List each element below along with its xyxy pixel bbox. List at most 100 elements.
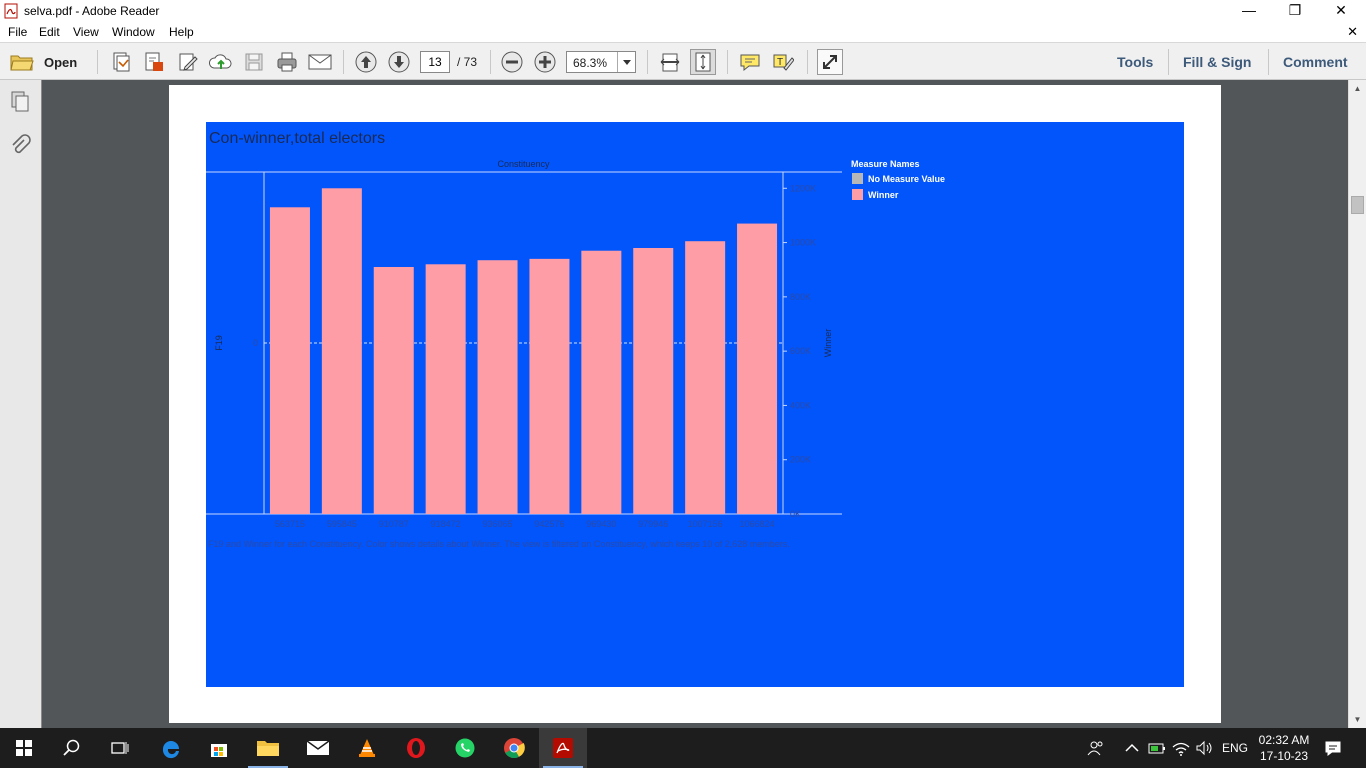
scroll-up-icon[interactable]: ▲	[1353, 84, 1362, 93]
file-explorer-icon[interactable]	[244, 728, 292, 768]
attachments-icon[interactable]	[9, 134, 31, 156]
zoom-out-icon[interactable]	[499, 49, 525, 75]
store-icon[interactable]	[195, 728, 243, 768]
legend-swatch	[852, 189, 863, 200]
vlc-player-icon[interactable]	[343, 728, 391, 768]
clock-time: 02:32 AM	[1258, 733, 1310, 747]
bar-1066824	[737, 223, 778, 515]
task-view-icon[interactable]	[96, 728, 144, 768]
close-window-button[interactable]: ✕	[1335, 2, 1347, 18]
legend-label: Winner	[868, 190, 899, 200]
wifi-icon[interactable]	[1171, 738, 1191, 758]
x-tick-label: 969430	[586, 519, 616, 529]
email-icon[interactable]	[307, 49, 333, 75]
vertical-scrollbar[interactable]: ▲ ▼	[1348, 80, 1366, 728]
windows-start-icon[interactable]	[0, 728, 48, 768]
right-tick-label: 600K	[790, 346, 811, 356]
chevron-up-icon[interactable]	[1122, 738, 1142, 758]
bar-910787	[373, 267, 414, 514]
close-document-button[interactable]: ✕	[1347, 24, 1358, 39]
chevron-down-icon[interactable]	[617, 52, 635, 72]
pdf-page: Con-winner,total electors Constituency F1…	[169, 85, 1221, 723]
whatsapp-icon[interactable]	[441, 728, 489, 768]
menu-help[interactable]: Help	[169, 25, 194, 39]
left-tick-label: 0	[253, 338, 258, 348]
legend-item: No Measure Value	[852, 173, 945, 184]
zoom-select[interactable]: 68.3%	[566, 51, 636, 73]
title-bar: selva.pdf - Adobe Reader — ❐ ✕	[0, 0, 1366, 22]
navigation-pane	[0, 80, 42, 728]
volume-icon[interactable]	[1194, 738, 1214, 758]
fit-width-icon[interactable]	[657, 49, 683, 75]
print-icon[interactable]	[274, 49, 300, 75]
right-tick-label: 800K	[790, 292, 811, 302]
zoom-in-icon[interactable]	[532, 49, 558, 75]
menu-view[interactable]: View	[73, 25, 99, 39]
previous-page-icon[interactable]	[353, 49, 379, 75]
page-total: / 73	[457, 55, 478, 69]
export-pdf-icon[interactable]	[141, 49, 167, 75]
legend-item: Winner	[852, 189, 898, 200]
x-axis-title: Constituency	[497, 159, 550, 169]
tools-pane-button[interactable]: Tools	[1117, 54, 1154, 70]
x-tick-label: 595845	[327, 519, 357, 529]
right-tick-label: 200K	[790, 455, 811, 465]
save-icon[interactable]	[241, 49, 267, 75]
menu-file[interactable]: File	[8, 25, 28, 39]
open-folder-icon[interactable]	[9, 49, 35, 75]
fit-page-icon[interactable]	[690, 49, 716, 75]
people-icon[interactable]	[1086, 738, 1106, 758]
x-tick-label: 942576	[534, 519, 564, 529]
clock-date: 17-10-23	[1259, 749, 1309, 763]
notification-icon[interactable]	[1323, 738, 1343, 758]
chrome-browser-icon[interactable]	[490, 728, 538, 768]
x-tick-label: 936065	[483, 519, 513, 529]
bar-969430	[581, 250, 622, 514]
chart-caption: F19 and Winner for each Constituency. Co…	[208, 539, 790, 549]
cloud-upload-icon[interactable]	[208, 49, 234, 75]
sticky-note-icon[interactable]	[737, 49, 763, 75]
highlight-text-icon[interactable]: T	[770, 49, 796, 75]
x-tick-label: 918472	[431, 519, 461, 529]
legend-swatch	[852, 173, 863, 184]
next-page-icon[interactable]	[386, 49, 412, 75]
bar-979946	[633, 248, 674, 514]
system-clock[interactable]: 02:32 AM 17-10-23	[1258, 732, 1310, 764]
create-pdf-icon[interactable]	[108, 49, 134, 75]
battery-icon[interactable]	[1147, 738, 1167, 758]
opera-browser-icon[interactable]	[392, 728, 440, 768]
bar-chart: Constituency F19 0 0K 200K 400K 600K 800K 1000K 1…	[206, 159, 842, 529]
edge-browser-icon[interactable]	[147, 728, 195, 768]
input-language[interactable]: ENG	[1222, 741, 1249, 755]
x-tick-label: 1066824	[740, 519, 775, 529]
maximize-button[interactable]: ❐	[1288, 2, 1302, 18]
bar-595845	[321, 188, 362, 514]
menu-edit[interactable]: Edit	[39, 25, 60, 39]
scroll-thumb[interactable]	[1351, 196, 1364, 214]
menu-bar: File Edit View Window Help ✕	[0, 22, 1366, 42]
bar-942576	[529, 258, 570, 514]
adobe-reader-icon[interactable]	[539, 728, 587, 768]
mail-icon[interactable]	[294, 728, 342, 768]
full-screen-icon[interactable]	[817, 49, 843, 75]
x-tick-label: 910787	[379, 519, 409, 529]
edit-pdf-icon[interactable]	[175, 49, 201, 75]
minimize-button[interactable]: —	[1242, 2, 1256, 18]
pdf-file-icon	[4, 3, 18, 19]
fill-sign-pane-button[interactable]: Fill & Sign	[1183, 54, 1252, 70]
x-tick-label: 1007156	[688, 519, 723, 529]
x-tick-label: 979946	[638, 519, 668, 529]
comment-pane-button[interactable]: Comment	[1283, 54, 1348, 70]
right-axis-title: Winner	[823, 329, 833, 358]
open-button[interactable]: Open	[44, 55, 78, 70]
scroll-down-icon[interactable]: ▼	[1353, 715, 1362, 724]
page-thumbnails-icon[interactable]	[9, 90, 31, 112]
taskbar: ENG 02:32 AM 17-10-23	[0, 728, 1366, 768]
bar-563715	[269, 207, 310, 514]
toolbar: Open 13 / 73 68.3%	[0, 42, 1366, 80]
right-tick-label: 0K	[790, 509, 801, 519]
menu-window[interactable]: Window	[112, 25, 155, 39]
search-icon[interactable]	[48, 728, 96, 768]
page-number-input[interactable]: 13	[420, 51, 450, 73]
document-viewport[interactable]: Con-winner,total electors Constituency F1…	[42, 80, 1348, 728]
